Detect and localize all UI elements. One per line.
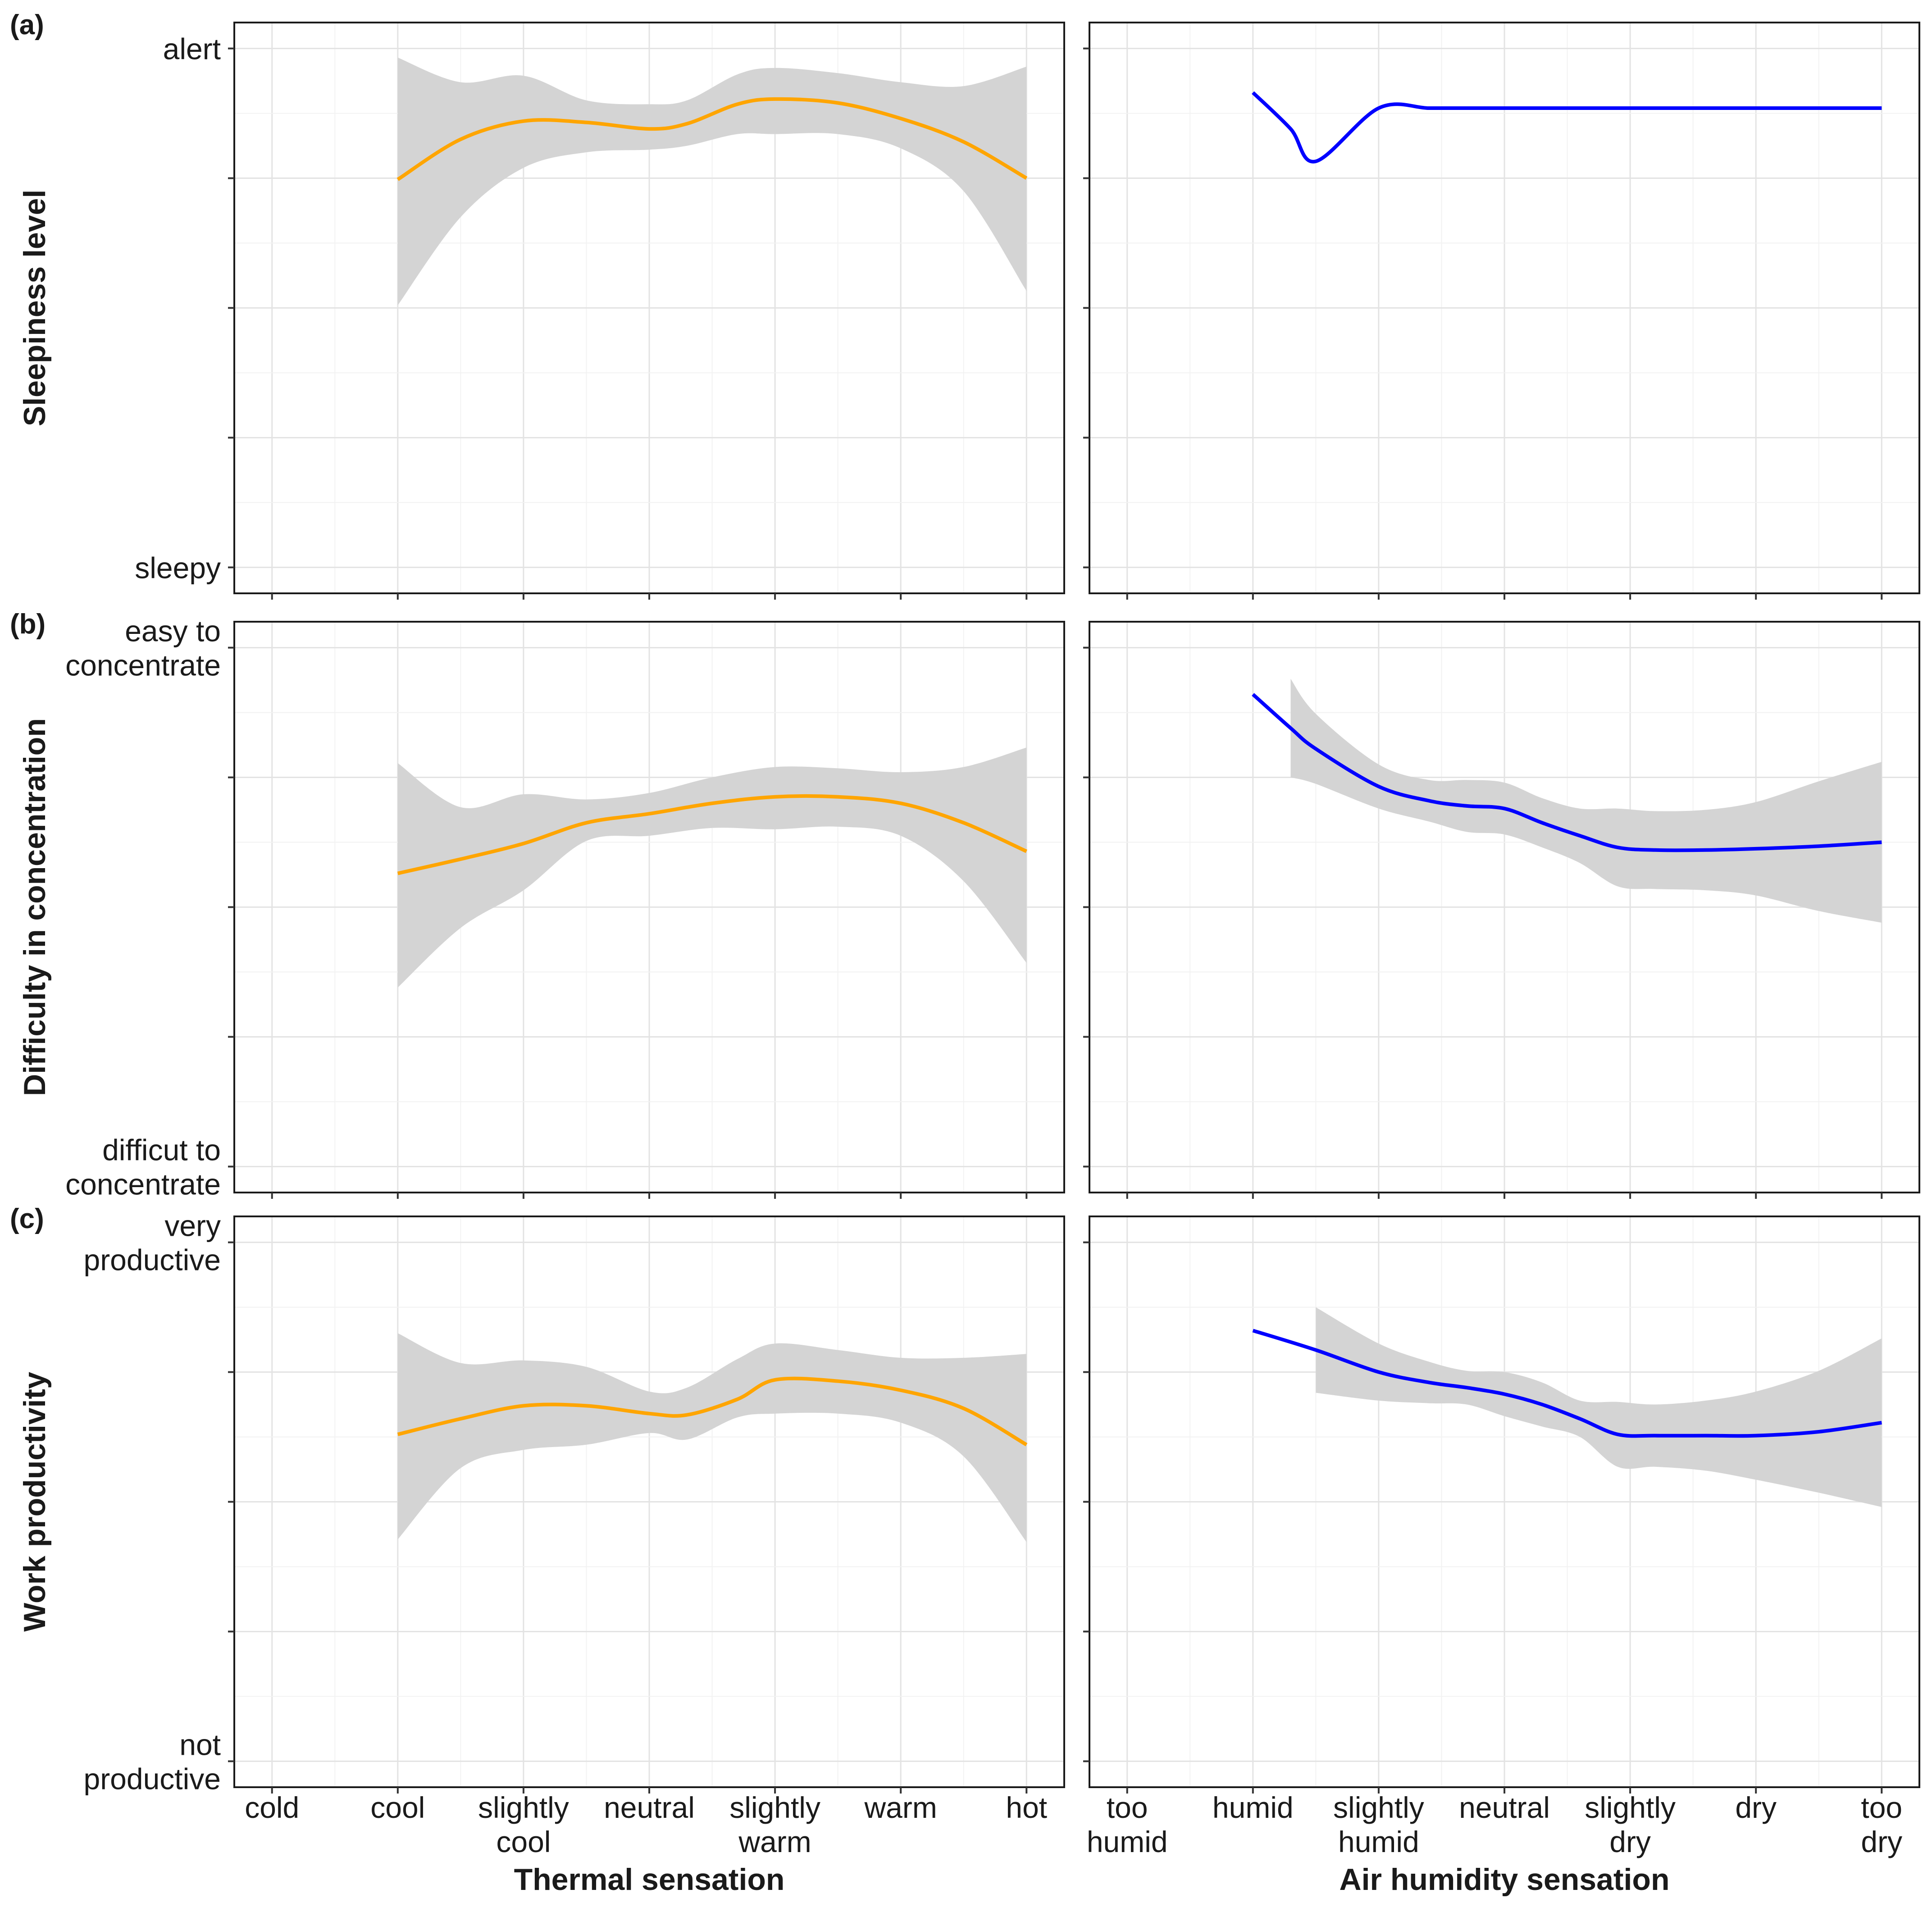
series-line-thermal (397, 1376, 1028, 1447)
x-tick-label: too humid (1087, 1791, 1168, 1858)
confidence-band (1290, 678, 1882, 923)
x-tick-label: cold (245, 1791, 299, 1824)
series-line-thermal (396, 97, 1028, 181)
gridlines (1089, 622, 1919, 1193)
panel-label: (a) (10, 9, 44, 41)
panel-c-thermal: not productive very productive (83, 1209, 1065, 1795)
panel-b-thermal: difficut to concentrate easy to concentrate (65, 615, 1065, 1201)
y-tick-label: alert (163, 32, 221, 66)
x-tick-label: hot (1006, 1791, 1047, 1824)
gridlines (1089, 1216, 1919, 1787)
x-tick-label: neutral (604, 1791, 695, 1824)
y-axis-title: Sleepiness level (18, 190, 52, 426)
series-line-humidity (1252, 91, 1882, 164)
panel-a-thermal: sleepy alert (135, 22, 1065, 600)
y-tick-label: not productive (83, 1728, 221, 1795)
x-tick-label: slightly humid (1333, 1791, 1424, 1858)
confidence-band (397, 747, 1027, 988)
series-line-humidity (1252, 1329, 1882, 1438)
x-axis-title-thermal: Thermal sensation (514, 1862, 785, 1897)
x-tick-label: humid (1212, 1791, 1294, 1824)
y-axis-title: Work productivity (18, 1372, 52, 1632)
y-tick-label: sleepy (135, 551, 221, 584)
x-tick-label: slightly dry (1585, 1791, 1676, 1858)
series-line-humidity (1252, 693, 1882, 852)
x-axis-title-humidity: Air humidity sensation (1340, 1862, 1670, 1897)
x-tick-label: slightly warm (729, 1791, 820, 1858)
y-tick-label: easy to concentrate (65, 615, 221, 682)
panel-a-humidity (1083, 22, 1920, 600)
x-tick-label: slightly cool (478, 1791, 569, 1858)
x-tick-label: neutral (1459, 1791, 1550, 1824)
x-tick-label: too dry (1861, 1791, 1902, 1858)
x-tick-label: cool (370, 1791, 425, 1824)
confidence-band (1316, 1307, 1882, 1507)
gridlines (1089, 23, 1919, 593)
panel-label: (b) (10, 609, 46, 640)
x-tick-label: warm (864, 1791, 937, 1824)
series-line-thermal (397, 794, 1027, 875)
y-tick-label: very productive (83, 1209, 221, 1277)
y-tick-label: difficut to concentrate (65, 1133, 221, 1201)
x-tick-label: dry (1735, 1791, 1777, 1824)
panel-label: (c) (10, 1203, 44, 1234)
panel-b-humidity (1083, 621, 1920, 1199)
panel-c-humidity (1083, 1215, 1920, 1794)
y-axis-title: Difficulty in concentration (18, 718, 52, 1096)
